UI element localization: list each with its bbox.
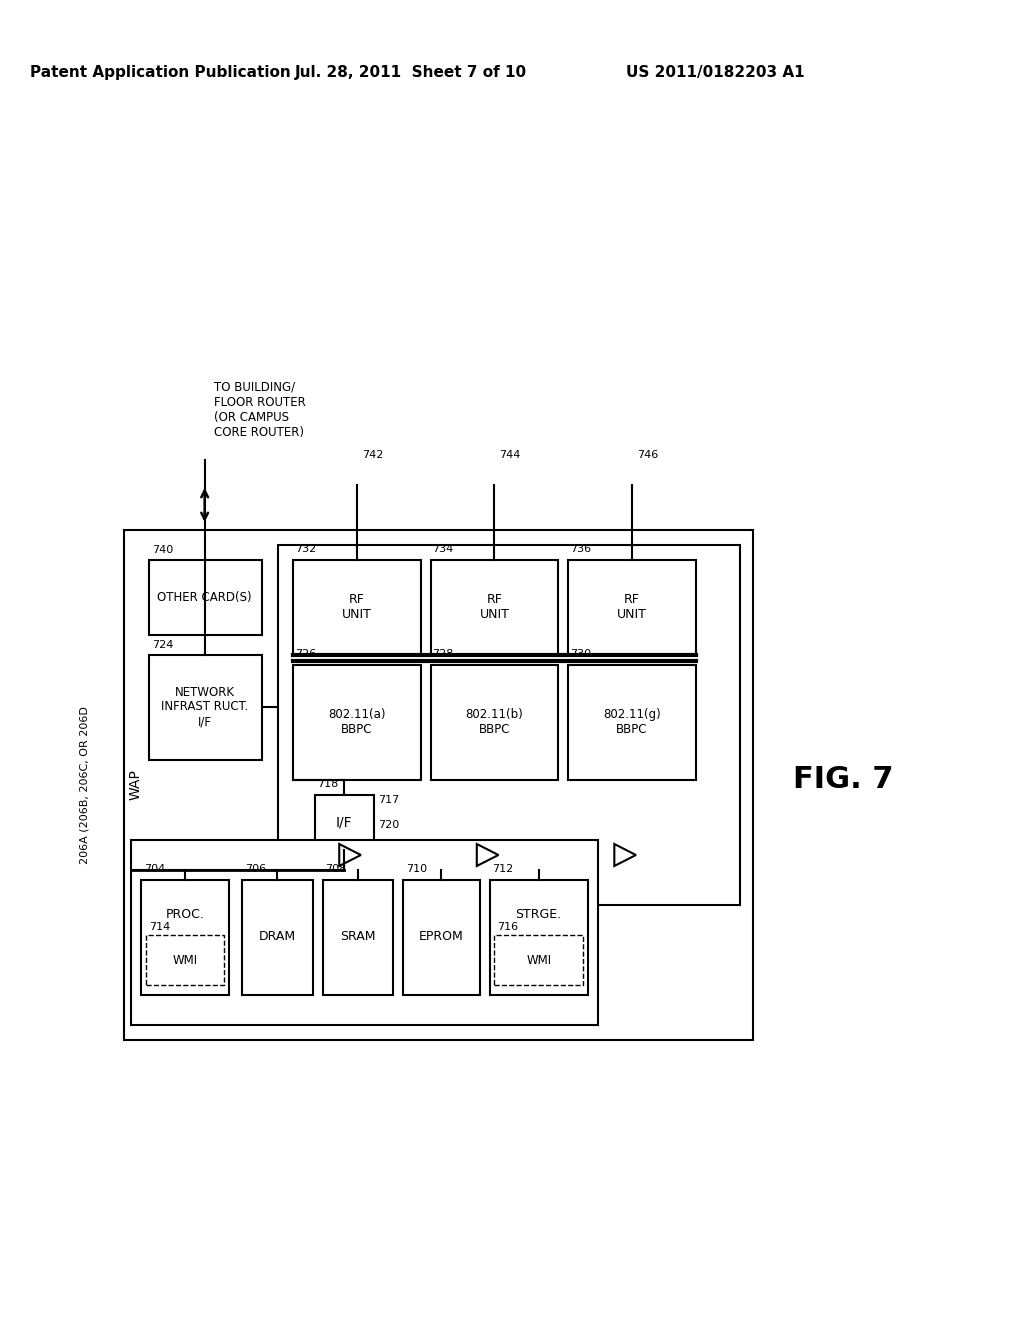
Bar bbox=[148, 655, 262, 760]
Bar bbox=[403, 880, 479, 995]
Text: I/F: I/F bbox=[336, 814, 352, 829]
Bar bbox=[293, 665, 421, 780]
Bar bbox=[431, 560, 558, 655]
Text: 728: 728 bbox=[432, 649, 454, 659]
Bar bbox=[489, 880, 588, 995]
Text: 720: 720 bbox=[379, 820, 399, 830]
Text: 736: 736 bbox=[570, 544, 591, 554]
Bar bbox=[314, 795, 374, 850]
Bar bbox=[495, 935, 583, 985]
Text: 740: 740 bbox=[152, 545, 173, 554]
Text: 730: 730 bbox=[570, 649, 591, 659]
Text: 714: 714 bbox=[148, 921, 170, 932]
Text: 746: 746 bbox=[637, 450, 658, 459]
Bar bbox=[293, 560, 421, 655]
Bar bbox=[141, 880, 229, 995]
Text: 802.11(b)
BBPC: 802.11(b) BBPC bbox=[466, 708, 523, 737]
Bar bbox=[279, 545, 740, 906]
Text: 744: 744 bbox=[500, 450, 521, 459]
Text: 704: 704 bbox=[143, 865, 165, 874]
Text: EPROM: EPROM bbox=[419, 931, 464, 944]
Bar bbox=[145, 935, 224, 985]
Text: 706: 706 bbox=[245, 865, 266, 874]
Text: STRGE.: STRGE. bbox=[516, 908, 562, 921]
Text: 717: 717 bbox=[379, 795, 399, 805]
Bar bbox=[148, 560, 262, 635]
Bar bbox=[568, 665, 696, 780]
Text: Jul. 28, 2011  Sheet 7 of 10: Jul. 28, 2011 Sheet 7 of 10 bbox=[295, 65, 527, 79]
Text: 732: 732 bbox=[295, 544, 316, 554]
Text: US 2011/0182203 A1: US 2011/0182203 A1 bbox=[627, 65, 805, 79]
Bar bbox=[323, 880, 393, 995]
Text: Patent Application Publication: Patent Application Publication bbox=[30, 65, 291, 79]
Bar bbox=[242, 880, 312, 995]
Text: 726: 726 bbox=[295, 649, 316, 659]
Text: 724: 724 bbox=[152, 640, 173, 649]
Text: DRAM: DRAM bbox=[259, 931, 296, 944]
Bar bbox=[568, 560, 696, 655]
Text: 708: 708 bbox=[326, 865, 347, 874]
Text: 802.11(g)
BBPC: 802.11(g) BBPC bbox=[603, 708, 660, 737]
Text: 716: 716 bbox=[498, 921, 518, 932]
Text: 206A (206B, 206C, OR 206D: 206A (206B, 206C, OR 206D bbox=[80, 706, 90, 863]
Bar bbox=[131, 840, 598, 1026]
Text: WAP: WAP bbox=[129, 770, 143, 800]
Text: NETWORK
INFRAST RUCT.
I/F: NETWORK INFRAST RUCT. I/F bbox=[161, 685, 248, 729]
Text: OTHER CARD(S): OTHER CARD(S) bbox=[158, 590, 252, 603]
Text: PROC.: PROC. bbox=[166, 908, 205, 921]
Text: FIG. 7: FIG. 7 bbox=[793, 766, 894, 795]
Text: RF
UNIT: RF UNIT bbox=[617, 593, 647, 620]
Text: 802.11(a)
BBPC: 802.11(a) BBPC bbox=[328, 708, 386, 737]
Text: 712: 712 bbox=[493, 865, 514, 874]
Text: WMI: WMI bbox=[172, 953, 198, 966]
Text: 718: 718 bbox=[316, 779, 338, 789]
Bar bbox=[431, 665, 558, 780]
Text: 734: 734 bbox=[432, 544, 454, 554]
Text: 742: 742 bbox=[361, 450, 383, 459]
Text: RF
UNIT: RF UNIT bbox=[479, 593, 509, 620]
Text: TO BUILDING/
FLOOR ROUTER
(OR CAMPUS
CORE ROUTER): TO BUILDING/ FLOOR ROUTER (OR CAMPUS COR… bbox=[214, 381, 306, 440]
Text: SRAM: SRAM bbox=[340, 931, 376, 944]
Text: WMI: WMI bbox=[526, 953, 551, 966]
Bar bbox=[124, 531, 753, 1040]
Text: 710: 710 bbox=[407, 865, 427, 874]
Text: RF
UNIT: RF UNIT bbox=[342, 593, 372, 620]
